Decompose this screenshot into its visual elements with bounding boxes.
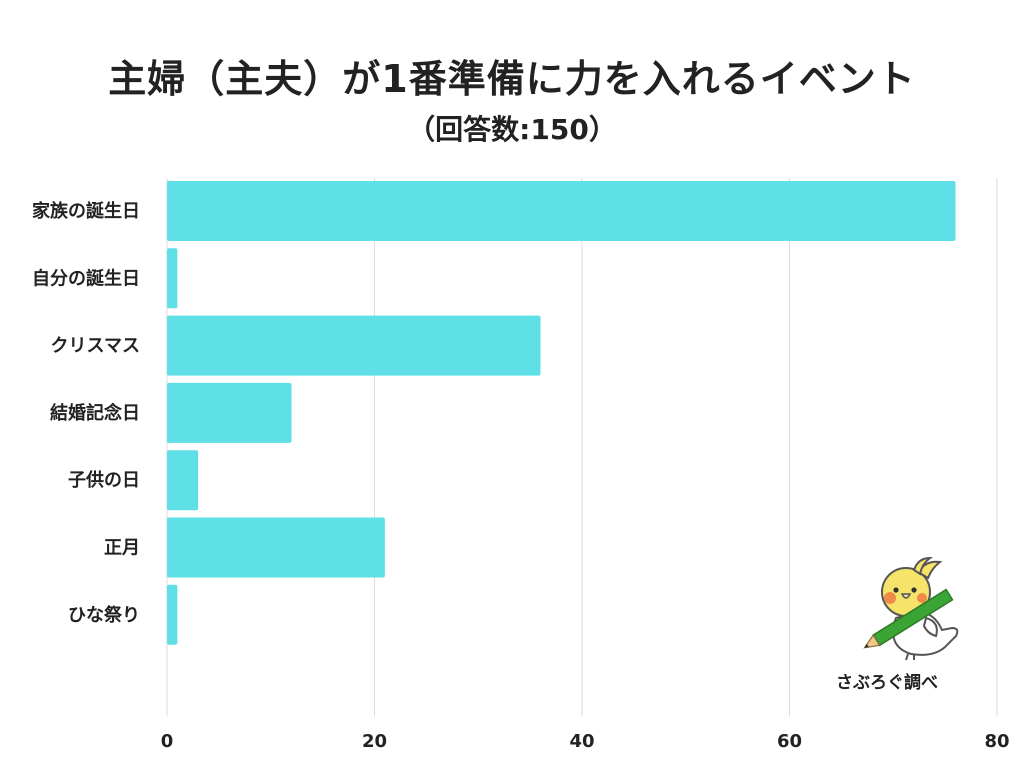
bar [167, 248, 178, 309]
x-tick-label: 40 [569, 731, 594, 752]
x-tick-label: 60 [777, 731, 802, 752]
bar [167, 181, 956, 241]
bar [167, 382, 292, 443]
category-label: クリスマス [51, 336, 140, 357]
x-tick-label: 20 [362, 731, 387, 752]
cockatiel-with-pencil-icon [863, 556, 959, 660]
bars [167, 181, 956, 645]
category-label: 自分の誕生日 [32, 267, 140, 289]
source-credit: さぶろぐ調べ [836, 673, 938, 693]
x-tick-labels: 0 20 40 60 80 [161, 731, 1010, 752]
category-label: ひな祭り [68, 604, 140, 626]
bar [167, 315, 541, 376]
bar [167, 584, 178, 645]
category-label: 家族の誕生日 [32, 200, 140, 222]
x-tick-label: 80 [984, 731, 1009, 752]
bar [167, 450, 199, 511]
category-label: 結婚記念日 [50, 402, 140, 424]
chart-subtitle: （回答数:150） [407, 113, 617, 146]
chart-title: 主婦（主夫）が1番準備に力を入れるイベント [108, 57, 916, 101]
x-tick-label: 0 [161, 731, 174, 752]
category-label: 正月 [104, 538, 140, 559]
category-label: 子供の日 [68, 469, 140, 491]
bar [167, 517, 385, 578]
